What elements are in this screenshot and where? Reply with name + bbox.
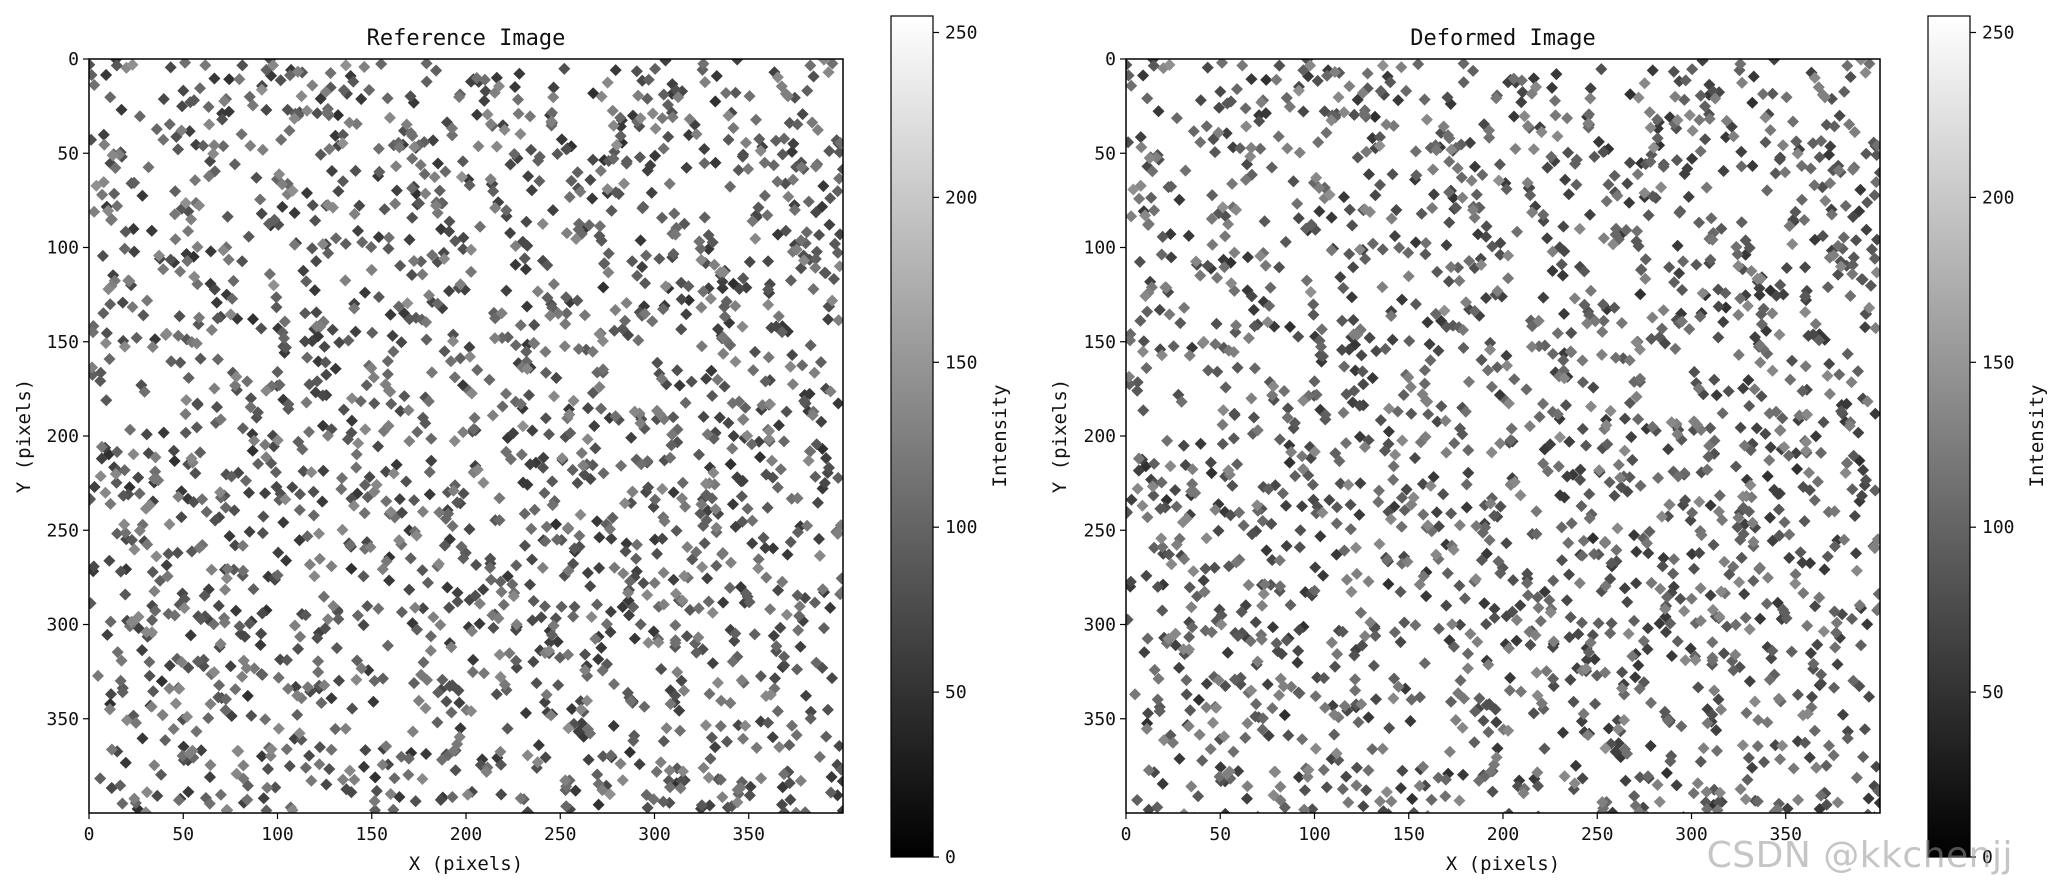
speckle-pattern	[89, 59, 843, 813]
x-axis-label: X (pixels)	[1446, 853, 1560, 875]
x-tick-label: 150	[1392, 824, 1425, 845]
x-tick-label: 350	[732, 824, 765, 845]
colorbar-tick-label: 150	[945, 352, 978, 373]
colorbar-ticks: 0 50 100 150 200 250	[933, 22, 978, 868]
speckle-pattern	[1126, 59, 1880, 813]
x-tick-label: 100	[261, 824, 294, 845]
speckle-group	[1126, 63, 1880, 813]
x-tick-label: 100	[1298, 824, 1331, 845]
x-tick-label: 350	[1769, 824, 1802, 845]
y-tick-label: 0	[68, 49, 79, 70]
x-tick-label: 250	[1581, 824, 1614, 845]
speckle-group	[1126, 61, 1880, 813]
colorbar	[890, 15, 934, 858]
y-tick-label: 300	[1083, 615, 1116, 636]
y-axis-label: Y (pixels)	[13, 379, 35, 493]
colorbar-tick-label: 0	[945, 847, 956, 868]
chart-panel-reference: Reference Image 0 50 100 150 200 250 300 350 0 5…	[13, 15, 1011, 875]
speckle-group	[89, 62, 843, 813]
y-ticks: 0 50 100 150 200 250 300 350	[1083, 49, 1126, 730]
y-tick-label: 100	[46, 238, 79, 259]
chart-title: Reference Image	[367, 26, 566, 51]
colorbar-tick-label: 0	[1982, 847, 1993, 868]
speckle-group	[90, 59, 623, 801]
colorbar-label: Intensity	[2026, 385, 2048, 488]
y-tick-label: 350	[1083, 709, 1116, 730]
x-tick-label: 250	[544, 824, 577, 845]
y-tick-label: 150	[46, 332, 79, 353]
x-axis-label: X (pixels)	[409, 853, 523, 875]
y-tick-label: 300	[46, 615, 79, 636]
colorbar-label: Intensity	[989, 385, 1011, 488]
colorbar-tick-label: 50	[1982, 682, 2004, 703]
y-tick-label: 100	[1083, 238, 1116, 259]
x-tick-label: 300	[1675, 824, 1708, 845]
x-tick-label: 150	[355, 824, 388, 845]
colorbar-tick-label: 200	[1982, 187, 2015, 208]
x-tick-label: 200	[450, 824, 483, 845]
colorbar-tick-label: 150	[1982, 352, 2015, 373]
colorbar-tick-label: 250	[945, 22, 978, 43]
speckle-group	[89, 60, 843, 805]
x-tick-label: 300	[638, 824, 671, 845]
y-tick-label: 200	[1083, 426, 1116, 447]
colorbar	[1927, 15, 1971, 858]
x-tick-label: 0	[84, 824, 95, 845]
x-ticks: 0 50 100 150 200 250 300 350	[84, 813, 765, 845]
y-tick-label: 0	[1105, 49, 1116, 70]
x-ticks: 0 50 100 150 200 250 300 350	[1121, 813, 1802, 845]
colorbar-tick-label: 100	[945, 517, 978, 538]
speckle-group	[1126, 59, 1880, 813]
watermark: CSDN @kkchenjj	[1706, 835, 2013, 876]
x-tick-label: 200	[1487, 824, 1520, 845]
chart-panel-deformed: Deformed Image 0 50 100 150 200 250 300 350 0 50…	[1049, 15, 2048, 875]
y-tick-label: 50	[1094, 143, 1116, 164]
y-axis-label: Y (pixels)	[1049, 379, 1071, 493]
y-tick-label: 250	[1083, 520, 1116, 541]
speckle-group	[1126, 59, 1873, 813]
y-tick-label: 150	[1083, 332, 1116, 353]
y-tick-label: 350	[46, 709, 79, 730]
x-tick-label: 50	[1209, 824, 1231, 845]
y-ticks: 0 50 100 150 200 250 300 350	[46, 49, 89, 730]
colorbar-tick-label: 200	[945, 187, 978, 208]
colorbar-ticks: 0 50 100 150 200 250	[1970, 22, 2015, 868]
colorbar-tick-label: 100	[1982, 517, 2015, 538]
colorbar-tick-label: 250	[1982, 22, 2015, 43]
y-tick-label: 200	[46, 426, 79, 447]
x-tick-label: 0	[1121, 824, 1132, 845]
chart-title: Deformed Image	[1410, 26, 1595, 51]
x-tick-label: 50	[172, 824, 194, 845]
y-tick-label: 50	[57, 143, 79, 164]
colorbar-tick-label: 50	[945, 682, 967, 703]
y-tick-label: 250	[46, 520, 79, 541]
